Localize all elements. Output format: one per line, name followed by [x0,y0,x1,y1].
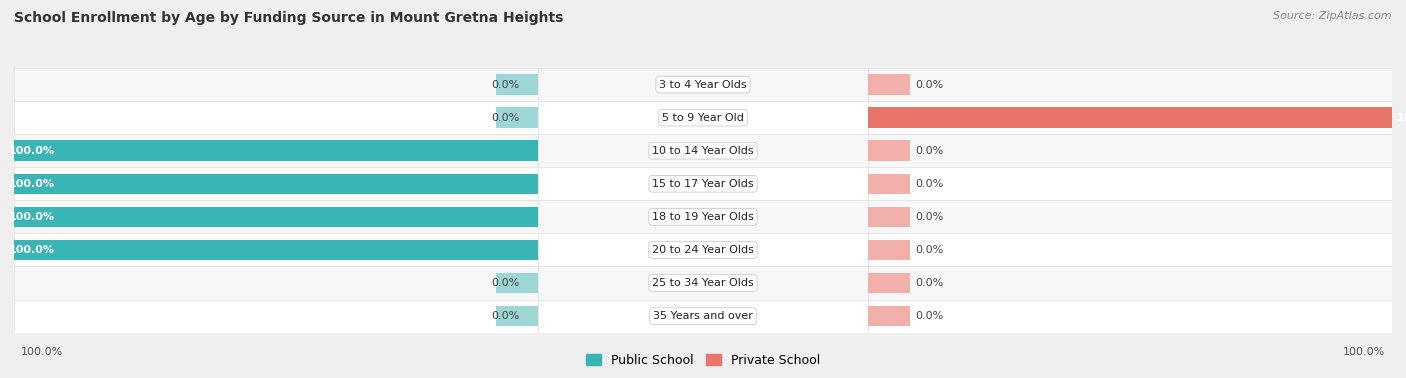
Bar [538,234,868,266]
Bar [14,200,538,234]
Text: Source: ZipAtlas.com: Source: ZipAtlas.com [1274,11,1392,21]
Bar [14,167,538,200]
Text: 0.0%: 0.0% [915,179,943,189]
Text: 20 to 24 Year Olds: 20 to 24 Year Olds [652,245,754,255]
Bar [14,207,538,227]
Text: 100.0%: 100.0% [21,347,63,356]
Bar [538,300,868,333]
Text: 18 to 19 Year Olds: 18 to 19 Year Olds [652,212,754,222]
Bar [14,300,538,333]
Bar [14,174,538,194]
Bar [868,134,1392,167]
Bar [14,266,538,299]
Bar [14,240,538,260]
Bar [496,273,538,293]
Text: 0.0%: 0.0% [915,278,943,288]
Bar [868,240,910,260]
Text: 0.0%: 0.0% [491,80,519,90]
Bar [14,141,538,161]
Text: School Enrollment by Age by Funding Source in Mount Gretna Heights: School Enrollment by Age by Funding Sour… [14,11,564,25]
Bar [538,134,868,167]
Text: 100.0%: 100.0% [8,212,55,222]
Bar [868,273,910,293]
Text: 0.0%: 0.0% [915,146,943,156]
Bar [868,207,910,227]
Text: 15 to 17 Year Olds: 15 to 17 Year Olds [652,179,754,189]
Text: 0.0%: 0.0% [491,113,519,122]
Bar [496,74,538,95]
Bar [14,68,538,101]
Bar [868,141,910,161]
Bar [538,101,868,134]
Text: 3 to 4 Year Olds: 3 to 4 Year Olds [659,80,747,90]
Bar [868,174,910,194]
Text: 25 to 34 Year Olds: 25 to 34 Year Olds [652,278,754,288]
Text: 100.0%: 100.0% [8,146,55,156]
Bar [868,101,1392,134]
Text: 0.0%: 0.0% [491,311,519,321]
Text: 100.0%: 100.0% [1398,113,1406,122]
Bar [868,107,1392,128]
Bar [496,306,538,326]
Text: 10 to 14 Year Olds: 10 to 14 Year Olds [652,146,754,156]
Bar [14,101,538,134]
Bar [496,107,538,128]
Text: 0.0%: 0.0% [491,278,519,288]
Bar [868,68,1392,101]
Legend: Public School, Private School: Public School, Private School [581,349,825,372]
Bar [868,306,910,326]
Text: 0.0%: 0.0% [915,80,943,90]
Bar [868,74,910,95]
Text: 100.0%: 100.0% [8,179,55,189]
Bar [14,234,538,266]
Bar [14,134,538,167]
Text: 0.0%: 0.0% [915,245,943,255]
Bar [538,200,868,234]
Bar [868,234,1392,266]
Bar [538,68,868,101]
Bar [868,300,1392,333]
Bar [538,266,868,299]
Text: 35 Years and over: 35 Years and over [652,311,754,321]
Bar [538,167,868,200]
Text: 0.0%: 0.0% [915,212,943,222]
Bar [868,200,1392,234]
Text: 0.0%: 0.0% [915,311,943,321]
Text: 100.0%: 100.0% [8,245,55,255]
Text: 5 to 9 Year Old: 5 to 9 Year Old [662,113,744,122]
Text: 100.0%: 100.0% [1343,347,1385,356]
Bar [868,167,1392,200]
Bar [868,266,1392,299]
